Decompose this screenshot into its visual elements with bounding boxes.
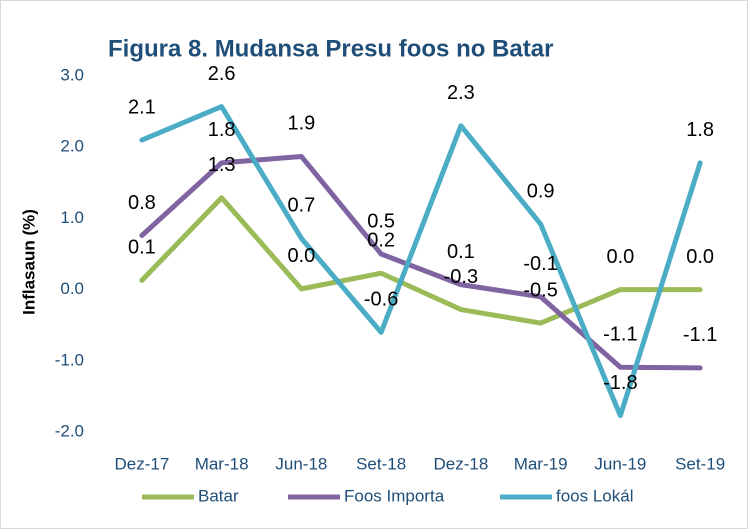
x-tick-label: Set-18 [356,454,406,473]
y-tick-label: 0.0 [60,279,84,298]
data-label: 1.3 [208,154,236,176]
legend-label: foos Lokál [556,486,634,505]
data-label: 1.8 [208,119,236,141]
x-tick-label: Set-19 [675,454,725,473]
data-label: 2.3 [447,82,475,104]
data-label: -0.1 [523,253,557,275]
data-label: 1.9 [287,113,315,135]
data-label: 2.6 [208,63,236,85]
data-label: 0.9 [527,180,555,202]
data-label: 0.8 [128,192,156,214]
x-tick-label: Dez-18 [433,454,488,473]
y-axis-label: Inflasaun (%) [19,209,38,315]
x-tick-label: Jun-19 [594,454,646,473]
legend-label: Foos Importa [344,486,445,505]
y-tick-label: -1.0 [55,350,84,369]
data-label: -1.8 [603,372,637,394]
data-label: -1.1 [603,323,637,345]
y-tick-label: 1.0 [60,208,84,227]
line-series [139,104,703,419]
x-tick-label: Dez-17 [114,454,169,473]
data-label: 2.1 [128,96,156,118]
data-label: -0.5 [523,279,557,301]
y-tick-label: 3.0 [60,65,84,84]
x-tick-label: Mar-19 [514,454,568,473]
data-label: 0.1 [447,241,475,263]
legend-label: Batar [198,486,239,505]
data-label: -0.3 [444,266,478,288]
x-tick-label: Jun-18 [275,454,327,473]
line-series [139,153,703,371]
data-label: 0.0 [686,246,714,268]
data-label: 1.8 [686,119,714,141]
data-label: 0.0 [606,246,634,268]
line-series [139,195,703,326]
data-label: 0.0 [287,245,315,267]
y-tick-label: 2.0 [60,137,84,156]
data-label: 0.1 [128,237,156,259]
data-label: 0.5 [367,210,395,232]
data-label: -1.1 [683,324,717,346]
data-label: 0.2 [367,230,395,252]
chart-title: Figura 8. Mudansa Presu foos no Batar [108,35,553,62]
data-label: 0.7 [287,195,315,217]
y-tick-label: -2.0 [55,421,84,440]
data-label: -0.6 [364,289,398,311]
x-tick-label: Mar-18 [195,454,249,473]
